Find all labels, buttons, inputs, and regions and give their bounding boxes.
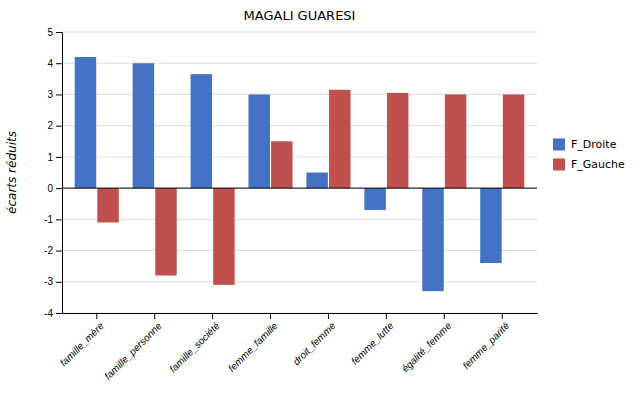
y-tick: -3 <box>44 276 62 287</box>
y-tick-label: -4 <box>44 308 53 319</box>
x-tick: famille_personne <box>102 313 164 382</box>
bar <box>271 141 292 188</box>
x-tick-label: famille_société <box>167 320 222 375</box>
y-tick-label: 5 <box>47 27 53 38</box>
y-tick: 4 <box>47 58 62 69</box>
bar <box>155 188 176 275</box>
bar <box>422 188 443 291</box>
x-tick-label: femme_famille <box>226 320 280 374</box>
title: MAGALI GUARESI <box>244 8 356 23</box>
y-tick-mark <box>56 32 62 33</box>
x-tick: famille_mère <box>58 313 107 368</box>
bar <box>503 94 524 188</box>
y-axis-line <box>56 33 63 314</box>
bar <box>329 90 350 188</box>
y-tick: -1 <box>44 214 62 225</box>
x-tick-label: égalité_femme <box>399 320 453 374</box>
legend-swatch <box>553 158 565 170</box>
legend-label: F_Droite <box>571 138 617 151</box>
x-tick-mark <box>386 313 387 319</box>
x-axis-line <box>63 313 538 314</box>
x-tick-label: famille_mère <box>58 320 107 369</box>
zero-line <box>62 188 537 189</box>
x-tick-mark <box>96 313 97 319</box>
x-tick: femme_lutte <box>349 313 396 367</box>
legend-label: F_Gauche <box>571 158 625 171</box>
legend-swatch <box>553 138 565 150</box>
y-tick-label: 2 <box>47 120 53 131</box>
y-tick-label: -2 <box>44 245 53 256</box>
bar <box>248 94 269 188</box>
x-tick-mark <box>502 313 503 319</box>
bar <box>364 188 385 210</box>
y-tick: 1 <box>47 152 62 163</box>
y-tick: -4 <box>44 308 62 319</box>
y-tick-mark <box>56 188 62 189</box>
y-tick: 5 <box>47 27 62 38</box>
x-tick-mark <box>212 313 213 319</box>
bar <box>306 173 327 189</box>
bar <box>445 94 466 188</box>
y-tick: -2 <box>44 245 62 256</box>
bar-series <box>75 57 502 291</box>
y-axis-title: écarts réduits <box>5 131 19 214</box>
bar <box>480 188 501 263</box>
grid-line <box>62 250 537 251</box>
y-tick-label: -3 <box>44 276 53 287</box>
bars <box>75 57 525 291</box>
x-tick-mark <box>444 313 445 319</box>
y-tick-mark <box>56 313 62 314</box>
x-tick-label: famille_personne <box>102 320 164 382</box>
x-tick-mark <box>154 313 155 319</box>
grid-line <box>62 219 537 220</box>
y-tick: 2 <box>47 120 62 131</box>
legend: F_Droite F_Gauche <box>553 138 625 171</box>
y-tick-label: 0 <box>47 183 53 194</box>
x-tick-mark <box>328 313 329 319</box>
bar <box>97 188 118 222</box>
x-tick-label: femme_lutte <box>349 320 396 367</box>
y-tick-label: 1 <box>47 152 53 163</box>
grid-line <box>62 188 537 189</box>
grid-line <box>62 313 537 314</box>
y-axis: -4 -3 -2 -1 0 1 2 3 4 5 <box>44 27 62 319</box>
y-tick-mark <box>56 251 62 252</box>
y-tick-mark <box>56 157 62 158</box>
y-tick-mark <box>56 282 62 283</box>
bar <box>191 74 212 188</box>
x-axis: famille_mèrefamille_personnefamille_soci… <box>58 313 538 382</box>
y-tick-mark <box>56 126 62 127</box>
y-tick-label: 4 <box>47 58 53 69</box>
x-tick-label: femme_parité <box>460 320 511 371</box>
y-tick: 0 <box>47 183 62 194</box>
bar <box>75 57 96 188</box>
y-tick-mark <box>56 219 62 220</box>
y-tick-mark <box>56 63 62 64</box>
y-tick-mark <box>56 94 62 95</box>
grid-line <box>62 281 537 282</box>
y-tick-label: -1 <box>44 214 53 225</box>
x-tick: femme_parité <box>460 313 511 371</box>
y-tick: 3 <box>47 89 62 100</box>
x-tick: famille_société <box>167 313 222 375</box>
x-tick-mark <box>270 313 271 319</box>
legend-item: F_Gauche <box>553 158 625 171</box>
x-tick: droit_femme <box>291 313 338 367</box>
chart-container: -4 -3 -2 -1 0 1 2 3 4 5 famille_mèrefamille_person… <box>0 0 642 405</box>
grid-line <box>62 32 537 33</box>
y-tick-label: 3 <box>47 89 53 100</box>
legend-item: F_Droite <box>553 138 617 151</box>
grid <box>62 32 537 313</box>
x-tick: femme_famille <box>226 313 280 374</box>
bar <box>133 63 154 188</box>
x-tick-label: droit_femme <box>291 320 338 367</box>
bar <box>387 93 408 188</box>
bar <box>213 188 234 285</box>
bar-series <box>97 90 524 285</box>
x-tick: égalité_femme <box>399 313 453 374</box>
plot-area: -4 -3 -2 -1 0 1 2 3 4 5 famille_mèrefamille_person… <box>44 27 537 382</box>
chart-svg: -4 -3 -2 -1 0 1 2 3 4 5 famille_mèrefamille_person… <box>0 0 642 405</box>
